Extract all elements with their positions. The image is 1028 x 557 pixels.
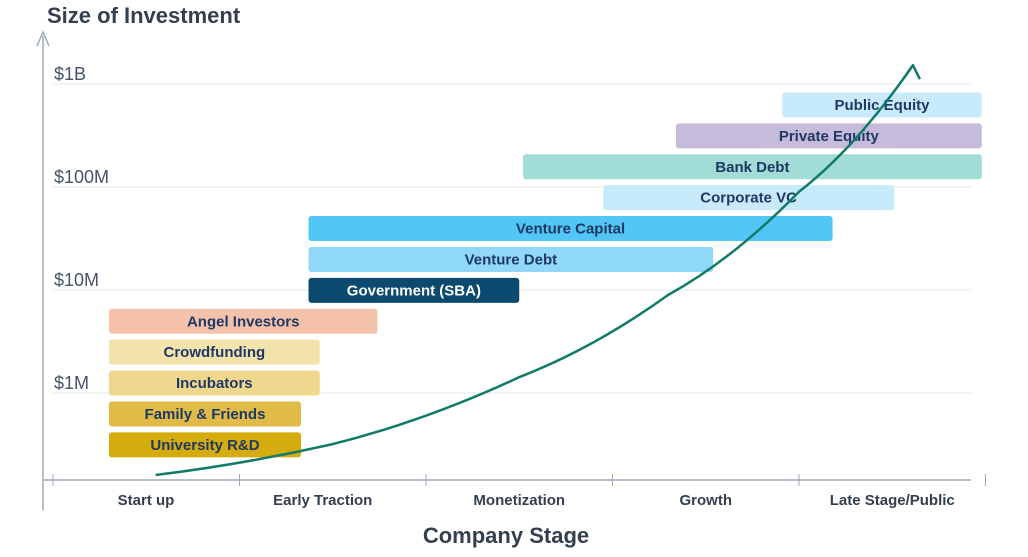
x-tick-label: Growth (680, 492, 733, 509)
y-tick-label: $10M (54, 270, 99, 290)
range-bar (308, 216, 833, 242)
range-bar-label: Corporate VC (700, 190, 797, 207)
range-bar-label: Family & Friends (145, 406, 266, 423)
range-bar (603, 185, 895, 211)
range-bar (108, 339, 320, 365)
x-tick-label: Late Stage/Public (830, 492, 955, 509)
gridlines (53, 83, 971, 394)
range-bar-label: University R&D (150, 437, 259, 454)
range-bar-label: Incubators (176, 375, 253, 392)
range-bar-label: Venture Debt (465, 251, 558, 268)
y-axis-title: Size of Investment (47, 3, 241, 28)
axes (36, 30, 971, 510)
range-bar-label: Angel Investors (187, 313, 300, 330)
x-tick-label: Start up (118, 492, 175, 509)
x-tick-label: Monetization (473, 492, 565, 509)
range-bar-label: Bank Debt (715, 159, 789, 176)
range-bar (108, 432, 302, 458)
funding-ranges: University R&D Family & Friends Incubators… (108, 92, 982, 458)
x-axis-title: Company Stage (423, 523, 589, 548)
trend-arrow (155, 63, 922, 477)
range-bar (108, 308, 378, 334)
range-bar (108, 370, 320, 396)
x-ticks: Start up Early Traction Monetization Growth… (52, 474, 986, 509)
growth-curve (155, 67, 912, 477)
y-tick-label: $100M (54, 167, 109, 187)
range-bar (308, 277, 520, 303)
y-ticks: $1M $10M $100M $1B (54, 64, 109, 393)
range-bar-label: Crowdfunding (164, 344, 266, 361)
range-bar (782, 92, 982, 118)
range-bar (522, 154, 982, 180)
range-bar (308, 246, 714, 272)
y-tick-label: $1B (54, 64, 86, 84)
range-bar (675, 123, 982, 149)
range-bar-label: Venture Capital (516, 221, 625, 238)
y-axis-arrowhead (36, 30, 50, 47)
growth-arrowhead (902, 63, 922, 80)
range-bar-label: Government (SBA) (347, 282, 481, 299)
range-bar (108, 401, 302, 427)
y-tick-label: $1M (54, 373, 89, 393)
x-tick-label: Early Traction (273, 492, 372, 509)
